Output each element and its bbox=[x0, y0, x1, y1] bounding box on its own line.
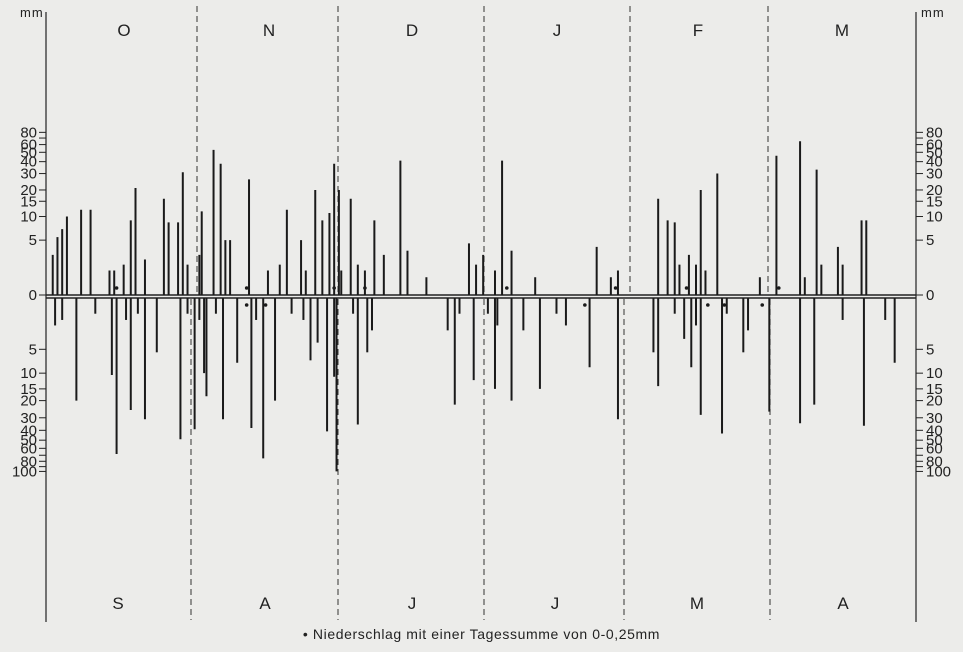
right-tick-label: 60 bbox=[926, 137, 943, 154]
left-tick-label: 80 bbox=[20, 453, 37, 470]
upper-trace-dot bbox=[363, 286, 367, 290]
lower-month-label: A bbox=[259, 594, 271, 613]
left-tick-label: 5 bbox=[29, 341, 37, 358]
right-tick-label: 100 bbox=[926, 463, 951, 480]
right-tick-label: 30 bbox=[926, 166, 943, 183]
right-tick-label: 5 bbox=[926, 341, 934, 358]
left-tick-label: 30 bbox=[20, 166, 37, 183]
right-tick-label: 20 bbox=[926, 182, 943, 199]
upper-trace-dot bbox=[776, 286, 781, 290]
upper-month-labels: O N D J F M bbox=[117, 21, 849, 40]
upper-month-label: D bbox=[406, 21, 418, 40]
left-tick-label: 40 bbox=[20, 154, 37, 171]
lower-month-label: S bbox=[112, 594, 123, 613]
left-tick-label: 15 bbox=[20, 193, 37, 210]
upper-trace-dot bbox=[505, 286, 509, 290]
upper-month-label: J bbox=[553, 21, 562, 40]
right-tick-label: 15 bbox=[926, 193, 943, 210]
left-tick-label: 100 bbox=[12, 463, 37, 480]
right-tick-label: 10 bbox=[926, 365, 943, 382]
left-tick-label: 40 bbox=[20, 422, 37, 439]
chart-frame bbox=[45, 6, 917, 622]
upper-trace-dot bbox=[244, 286, 249, 290]
lower-month-label: M bbox=[690, 594, 704, 613]
lower-month-label: A bbox=[837, 594, 849, 613]
bars bbox=[51, 141, 896, 472]
right-tick-label: 40 bbox=[926, 154, 943, 171]
right-tick-label: 0 bbox=[926, 287, 934, 304]
lower-month-label: J bbox=[408, 594, 417, 613]
right-tick-label: 80 bbox=[926, 124, 943, 141]
left-tick-label: 15 bbox=[20, 381, 37, 398]
upper-month-label: O bbox=[117, 21, 130, 40]
right-tick-label: 40 bbox=[926, 422, 943, 439]
lower-trace-dot bbox=[244, 303, 249, 307]
left-tick-label: 50 bbox=[20, 432, 37, 449]
lower-trace-dot bbox=[760, 303, 765, 307]
left-tick-label: 80 bbox=[20, 124, 37, 141]
lower-month-label: J bbox=[551, 594, 560, 613]
left-tick-label: 60 bbox=[20, 440, 37, 457]
upper-month-label: F bbox=[693, 21, 703, 40]
right-tick-label: 80 bbox=[926, 453, 943, 470]
upper-month-label: N bbox=[263, 21, 275, 40]
left-tick-label: 10 bbox=[20, 365, 37, 382]
left-tick-label: 10 bbox=[20, 209, 37, 226]
left-tick-label: 50 bbox=[20, 144, 37, 161]
lower-trace-dot bbox=[706, 303, 710, 307]
left-unit-label: mm bbox=[20, 5, 44, 20]
right-unit-label: mm bbox=[921, 5, 945, 20]
footnote: • Niederschlag mit einer Tagessumme von … bbox=[302, 626, 661, 642]
right-tick-label: 20 bbox=[926, 393, 943, 410]
left-tick-label: 60 bbox=[20, 137, 37, 154]
right-tick-label: 10 bbox=[926, 209, 943, 226]
right-tick-label: 5 bbox=[926, 232, 934, 249]
upper-trace-dot bbox=[613, 286, 618, 290]
lower-trace-dot bbox=[263, 303, 268, 307]
right-tick-label: 60 bbox=[926, 440, 943, 457]
upper-month-label: M bbox=[835, 21, 849, 40]
left-tick-label: 20 bbox=[20, 182, 37, 199]
right-tick-label: 30 bbox=[926, 410, 943, 427]
upper-trace-dot bbox=[332, 286, 336, 290]
lower-trace-dot bbox=[722, 303, 727, 307]
trace-dots bbox=[114, 286, 781, 307]
right-tick-label: 50 bbox=[926, 432, 943, 449]
right-tick-label: 15 bbox=[926, 381, 943, 398]
left-tick-label: 20 bbox=[20, 393, 37, 410]
left-tick-label: 30 bbox=[20, 410, 37, 427]
lower-month-labels: S A J J M A bbox=[112, 594, 849, 613]
right-tick-label: 50 bbox=[926, 144, 943, 161]
upper-trace-dot bbox=[114, 286, 119, 290]
lower-trace-dot bbox=[583, 303, 587, 307]
upper-trace-dot bbox=[684, 286, 689, 290]
left-tick-label: 0 bbox=[29, 287, 37, 304]
left-tick-label: 5 bbox=[29, 232, 37, 249]
